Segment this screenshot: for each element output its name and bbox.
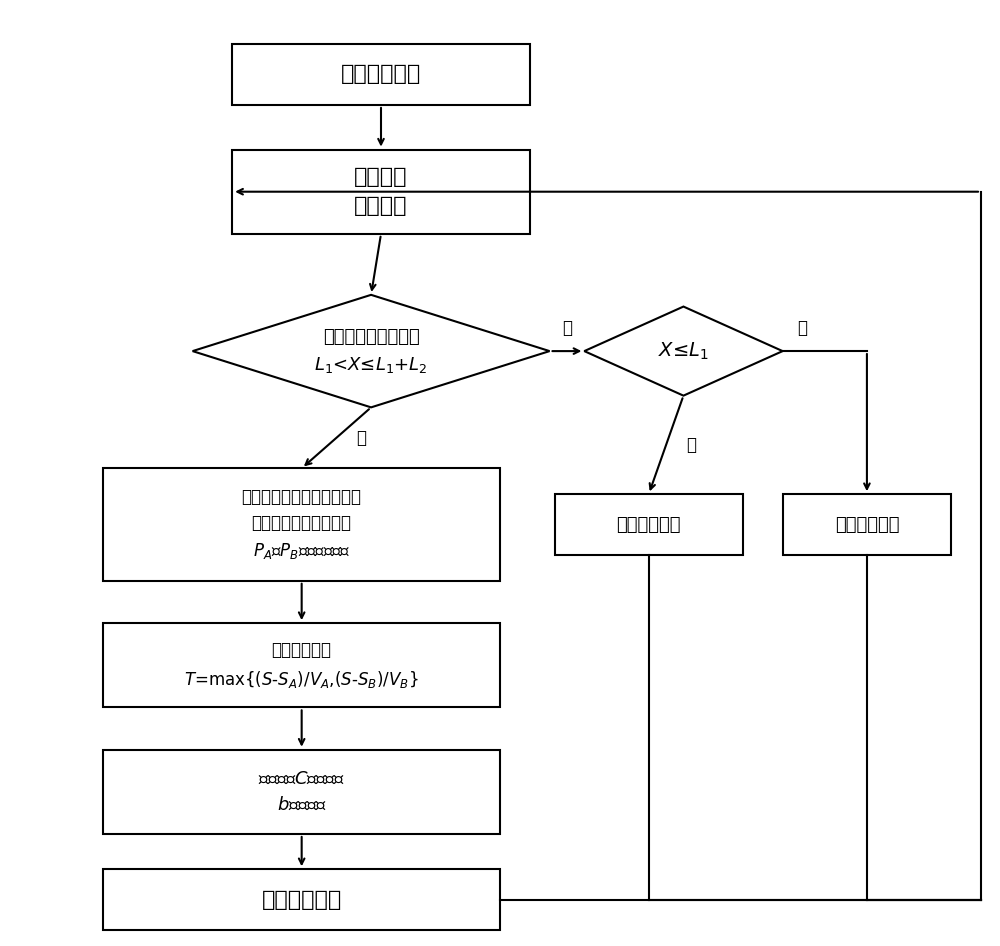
FancyBboxPatch shape (103, 468, 500, 581)
Text: 控制车辆$C$以减速度
$b$安全减速: 控制车辆$C$以减速度 $b$安全减速 (258, 770, 345, 814)
FancyBboxPatch shape (103, 623, 500, 708)
Text: 行人过街红灯: 行人过街红灯 (616, 516, 681, 534)
FancyBboxPatch shape (783, 494, 951, 555)
Text: 交通数据采集: 交通数据采集 (341, 64, 421, 84)
Text: $X$≤$L_1$: $X$≤$L_1$ (658, 341, 709, 361)
FancyBboxPatch shape (232, 44, 530, 105)
FancyBboxPatch shape (103, 749, 500, 834)
Text: 行人过街红灯，同时确定两
侧过街耗时最多的行人
$P_A$和$P_B$的速度与位置: 行人过街红灯，同时确定两 侧过街耗时最多的行人 $P_A$和$P_B$的速度与位… (242, 488, 362, 561)
Text: 确定临界时间
$T$=max{($S$-$S_A$)/$V_A$,($S$-$S_B$)/$V_B$}: 确定临界时间 $T$=max{($S$-$S_A$)/$V_A$,($S$-$S… (184, 641, 419, 690)
Text: 否: 否 (562, 319, 572, 337)
Polygon shape (584, 307, 783, 395)
Polygon shape (193, 295, 550, 408)
FancyBboxPatch shape (555, 494, 743, 555)
Text: 是: 是 (686, 436, 696, 454)
Text: 进入下一周期: 进入下一周期 (262, 889, 342, 910)
FancyBboxPatch shape (232, 149, 530, 234)
Text: 行人过街绿灯: 行人过街绿灯 (835, 516, 899, 534)
Text: 是: 是 (356, 429, 366, 447)
Text: 否: 否 (798, 319, 808, 337)
Text: 控制中心
收集信息: 控制中心 收集信息 (354, 166, 408, 217)
Text: 车辆是否在影响区内
$L_1$<$X$≤$L_1$+$L_2$: 车辆是否在影响区内 $L_1$<$X$≤$L_1$+$L_2$ (314, 327, 428, 375)
FancyBboxPatch shape (103, 869, 500, 930)
